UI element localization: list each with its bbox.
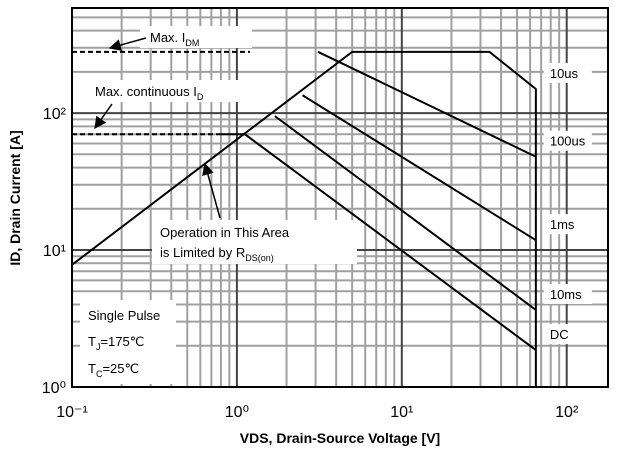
x-tick-label: 10¹ bbox=[390, 404, 413, 421]
arrow bbox=[202, 162, 221, 219]
series-line bbox=[301, 94, 537, 242]
grid bbox=[71, 8, 608, 388]
annotation: Max. IDM bbox=[150, 30, 199, 48]
series-line bbox=[218, 133, 537, 351]
y-axis-label: ID, Drain Current [A] bbox=[7, 130, 23, 265]
label-bg bbox=[543, 130, 592, 151]
label-bg bbox=[543, 62, 592, 83]
series-line bbox=[317, 50, 537, 158]
series-label: 100us bbox=[550, 134, 586, 149]
annotations: Max. IDM Max. continuous ID Operation in… bbox=[80, 26, 357, 384]
arrow bbox=[108, 37, 147, 51]
series-label: 10us bbox=[550, 66, 579, 81]
series-line bbox=[274, 115, 537, 311]
label-bg bbox=[80, 300, 176, 384]
y-tick-label: 10² bbox=[43, 106, 67, 123]
series-label: 1ms bbox=[550, 217, 575, 232]
x-tick-label: 10² bbox=[555, 404, 579, 421]
series-label: 10ms bbox=[550, 287, 582, 302]
y-tick-label: 10⁰ bbox=[42, 380, 66, 397]
label-bg bbox=[543, 324, 592, 345]
label-bg bbox=[152, 220, 357, 264]
series-line bbox=[71, 50, 537, 387]
x-tick-label: 10⁻¹ bbox=[56, 404, 88, 421]
label-bg bbox=[543, 214, 592, 235]
label-bg bbox=[90, 80, 240, 102]
series-label: DC bbox=[550, 327, 569, 342]
annotation: Max. continuous ID bbox=[95, 84, 204, 102]
annotation: Single Pulse bbox=[88, 308, 160, 323]
annotation: TC=25℃ bbox=[88, 361, 139, 379]
data: 10us 100us 1ms 10ms DC bbox=[71, 50, 592, 387]
label-bg bbox=[543, 283, 592, 304]
x-axis-label: VDS, Drain-Source Voltage [V] bbox=[240, 430, 440, 446]
x-tick-label: 10⁰ bbox=[225, 404, 249, 421]
label-bg bbox=[140, 26, 252, 48]
annotation: Operation in This Area bbox=[160, 225, 290, 240]
y-tick-label: 10¹ bbox=[43, 243, 66, 260]
plot-frame bbox=[71, 7, 609, 388]
annotation: TJ=175℃ bbox=[88, 334, 144, 352]
arrow bbox=[94, 103, 113, 129]
annotation: is Limited by RDS(on) bbox=[160, 245, 274, 263]
